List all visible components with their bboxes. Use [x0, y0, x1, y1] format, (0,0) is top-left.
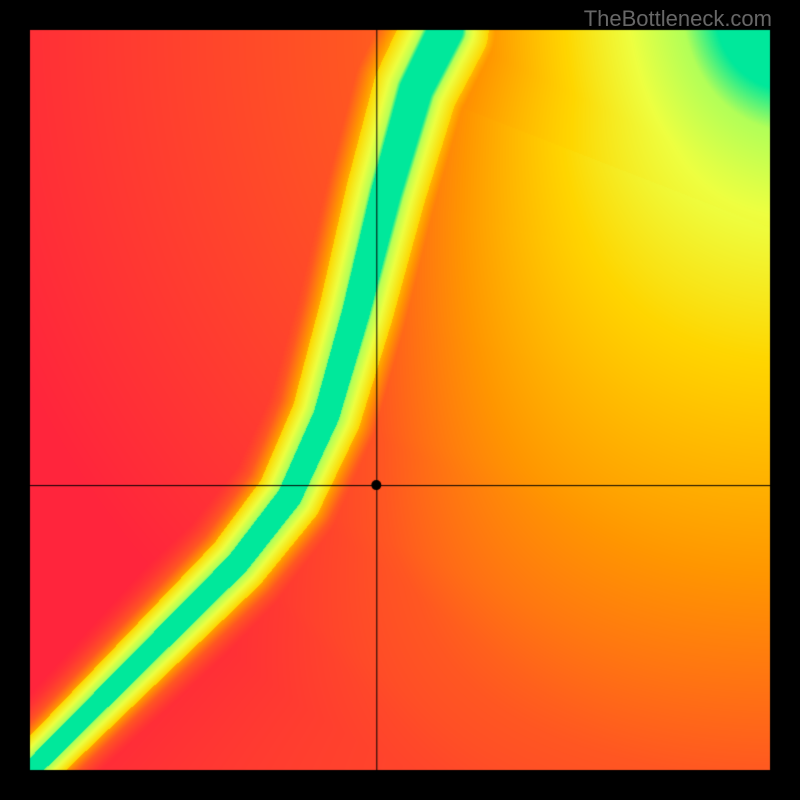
chart-container: TheBottleneck.com [0, 0, 800, 800]
heatmap-canvas [0, 0, 800, 800]
watermark-text: TheBottleneck.com [584, 6, 772, 32]
